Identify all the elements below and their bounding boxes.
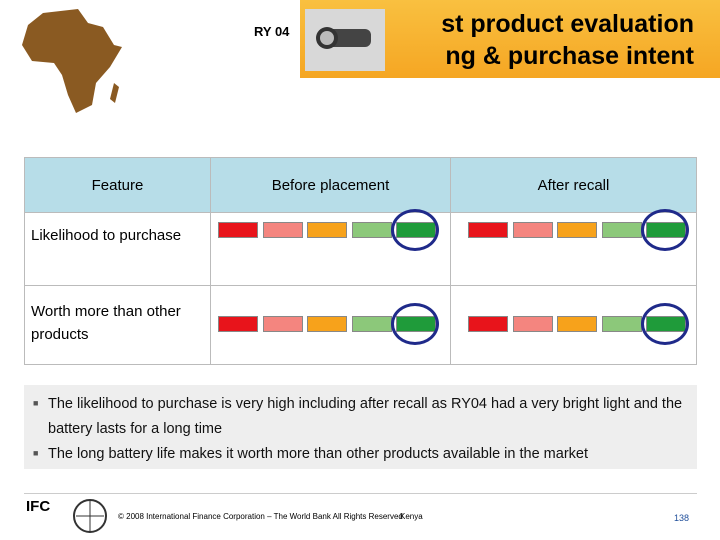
selection-ring (641, 303, 689, 345)
rating-box (512, 316, 553, 332)
bullet: ■ (33, 448, 39, 458)
rating-box (468, 222, 508, 238)
africa-map (22, 9, 122, 113)
rating-box (307, 316, 347, 332)
rating-box (601, 222, 642, 238)
column-header: Feature (24, 157, 211, 213)
logo: IFC (26, 498, 51, 515)
rating-box (218, 222, 258, 238)
column-header: After recall (450, 157, 697, 213)
selection-ring (391, 209, 439, 251)
selection-ring (391, 303, 439, 345)
product-photo (305, 9, 385, 71)
page-number: 138 (674, 513, 690, 523)
title: st product evaluation ng & purchase inte… (441, 8, 694, 72)
header-label: RY 04 (254, 24, 290, 39)
title-line: st product evaluation (441, 10, 694, 38)
country: Kenya (400, 512, 423, 521)
cell (450, 285, 697, 365)
rating-box (557, 222, 597, 238)
column-header: Before placement (210, 157, 451, 213)
logo (73, 499, 107, 533)
row-label: Likelihood to purchase (24, 212, 211, 286)
rating-box (218, 316, 258, 332)
rating-box (351, 222, 392, 238)
bullet: ■ (33, 398, 39, 408)
copyright: © 2008 International Finance Corporation… (118, 512, 403, 521)
bullet-text: The long battery life makes it worth mor… (48, 446, 588, 462)
bullet-text: The likelihood to purchase is very high … (48, 396, 683, 437)
rating-box (468, 316, 508, 332)
rating-box (351, 316, 392, 332)
rating-box (307, 222, 347, 238)
title-line: ng & purchase intent (445, 42, 694, 70)
rating-box (557, 316, 597, 332)
row-label: Worth more than other products (24, 285, 211, 365)
rating-box (601, 316, 642, 332)
rating-box (262, 222, 303, 238)
selection-ring (641, 209, 689, 251)
rating-box (512, 222, 553, 238)
rating-box (262, 316, 303, 332)
bullet-box (24, 385, 697, 469)
footer-line (24, 493, 697, 494)
